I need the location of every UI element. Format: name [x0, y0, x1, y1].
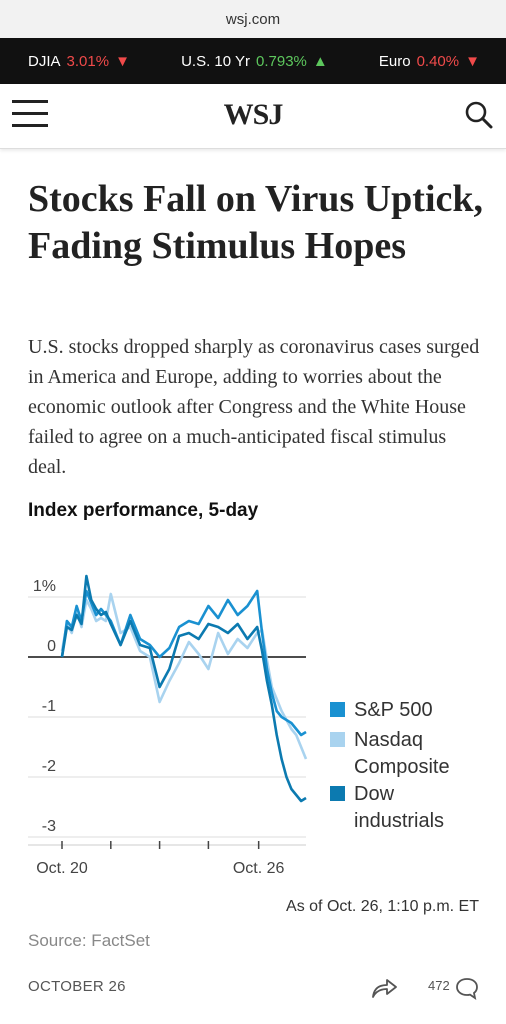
- hamburger-menu-icon[interactable]: [12, 100, 48, 130]
- wsj-logo[interactable]: WSJ: [223, 98, 284, 131]
- share-icon[interactable]: [370, 976, 398, 1000]
- ticker-value: 0.793%: [256, 52, 307, 70]
- address-bar[interactable]: wsj.com: [0, 0, 506, 38]
- ticker-value: 3.01%: [66, 52, 110, 70]
- series-line-dow-industrials: [60, 574, 307, 803]
- comment-icon[interactable]: [454, 976, 480, 1000]
- article-dek: U.S. stocks dropped sharply as coronavir…: [28, 336, 480, 478]
- article-date: OCTOBER 26: [28, 978, 126, 995]
- search-icon[interactable]: [464, 100, 494, 130]
- legend-label: S&P 500: [354, 699, 433, 721]
- legend-label: industrials: [354, 810, 444, 832]
- series-line-nasdaq-composite: [60, 592, 308, 760]
- ticker-item-10yr[interactable]: U.S. 10 Yr 0.793% ▲: [181, 53, 328, 70]
- ticker-name: U.S. 10 Yr: [181, 52, 250, 70]
- comment-count[interactable]: 472: [428, 978, 450, 993]
- y-tick-label: 1%: [33, 578, 56, 595]
- ticker-name: DJIA: [28, 52, 61, 70]
- ticker-name: Euro: [378, 52, 411, 70]
- ticker-item-djia[interactable]: DJIA 3.01% ▼: [28, 53, 130, 70]
- y-tick-label: -1: [42, 698, 56, 715]
- chart-title: Index performance, 5-day: [28, 500, 259, 521]
- y-tick-label: -3: [42, 818, 56, 835]
- down-arrow-icon: ▼: [115, 52, 130, 70]
- legend-label: Nasdaq: [354, 729, 423, 751]
- legend-label: Composite: [354, 756, 450, 778]
- legend-swatch: [330, 732, 345, 747]
- x-tick-label: Oct. 20: [36, 860, 88, 877]
- chart-source: Source: FactSet: [28, 931, 150, 950]
- up-arrow-icon: ▲: [312, 52, 328, 70]
- market-ticker: DJIA 3.01% ▼ U.S. 10 Yr 0.793% ▲ Euro 0.…: [0, 38, 506, 84]
- legend-label: Dow: [354, 783, 395, 805]
- chart-timestamp: As of Oct. 26, 1:10 p.m. ET: [286, 898, 479, 915]
- site-header: WSJ: [0, 84, 506, 149]
- legend-swatch: [330, 702, 345, 717]
- y-tick-label: 0: [47, 638, 56, 655]
- ticker-value: 0.40%: [416, 52, 460, 70]
- y-tick-label: -2: [42, 758, 56, 775]
- ticker-item-euro[interactable]: Euro 0.40% ▼: [379, 53, 480, 70]
- index-performance-chart: 1% 0 -1 -2 -3 Oct. 20 Oct. 26 S&P 500 Nasdaq Comp…: [28, 574, 450, 877]
- url-text: wsj.com: [225, 10, 281, 28]
- down-arrow-icon: ▼: [465, 52, 480, 70]
- x-tick-label: Oct. 26: [233, 860, 285, 877]
- legend-swatch: [330, 786, 345, 801]
- article-headline[interactable]: Stocks Fall on Virus Uptick, Fading Stim…: [28, 178, 484, 267]
